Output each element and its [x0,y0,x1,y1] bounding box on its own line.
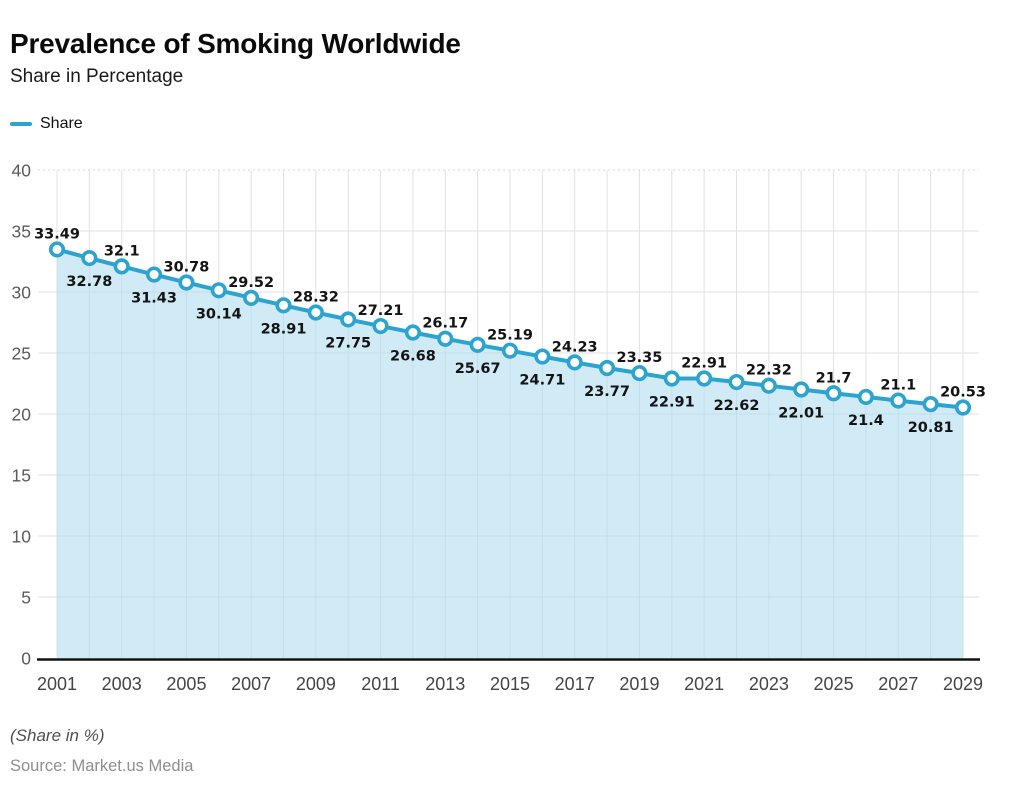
data-label: 21.4 [848,413,884,429]
data-point-2006[interactable] [210,282,227,299]
data-point-2008[interactable] [275,297,292,314]
data-label: 31.43 [131,291,177,307]
data-point-2022[interactable] [728,373,745,391]
data-point-2009[interactable] [307,304,324,321]
data-point-2004[interactable] [145,266,163,283]
x-tick-label: 2009 [296,674,336,694]
data-point-2012[interactable] [404,324,422,341]
x-tick-label: 2021 [684,674,724,694]
data-label: 28.91 [261,321,307,337]
data-label: 27.75 [325,335,371,351]
data-label: 30.78 [163,259,209,275]
data-point-2010[interactable] [340,311,357,328]
y-tick-label: 20 [12,405,32,425]
data-point-2003[interactable] [113,258,130,275]
x-tick-label: 2001 [37,674,77,694]
data-point-2007[interactable] [243,289,260,306]
data-point-2025[interactable] [825,385,842,402]
data-point-2024[interactable] [793,381,810,398]
x-tick-label: 2029 [943,674,983,694]
data-point-2027[interactable] [890,392,907,409]
x-tick-label: 2013 [425,674,465,694]
x-tick-label: 2003 [102,674,142,694]
y-tick-label: 35 [12,222,31,242]
data-point-2011[interactable] [372,317,389,335]
data-label: 32.78 [66,274,112,290]
data-point-2002[interactable] [81,249,98,267]
smoking-share-chart: 33.49 32.78 32.1 31.43 30.78 30.14 29.52 28.91 2… [12,161,986,695]
chart-subtitle: Share in Percentage [10,66,184,87]
data-label: 29.52 [228,275,274,291]
legend-line-icon [10,122,32,126]
data-label: 25.19 [487,328,533,344]
data-label: 20.81 [908,420,954,436]
x-tick-label: 2015 [490,674,530,694]
x-tick-label: 2027 [878,674,918,694]
source-credit: Source: Market.us Media [10,757,194,775]
data-label: 27.21 [358,303,404,319]
data-point-2016[interactable] [534,348,551,365]
data-label: 22.91 [681,356,727,372]
data-point-2029[interactable] [954,399,972,416]
y-tick-label: 40 [12,161,32,181]
data-point-2005[interactable] [178,274,195,291]
data-label: 30.14 [196,306,242,322]
data-point-2014[interactable] [469,336,486,353]
series-area [57,249,963,659]
data-label: 21.7 [816,370,852,386]
y-tick-label: 10 [12,527,32,547]
y-tick-label: 0 [21,649,31,669]
data-point-2017[interactable] [566,354,583,371]
y-tick-label: 25 [12,344,31,364]
data-label: 22.01 [778,405,824,421]
data-label: 21.1 [880,378,916,394]
data-label: 22.91 [649,395,695,411]
data-label: 24.23 [552,339,598,355]
data-label: 23.35 [616,350,662,366]
data-point-2015[interactable] [501,342,519,359]
y-tick-label: 15 [12,466,31,486]
data-label: 22.32 [746,363,792,379]
data-point-2026[interactable] [857,388,875,406]
y-tick-label: 5 [21,588,31,608]
y-tick-label: 30 [12,283,32,303]
x-tick-label: 2005 [166,674,206,694]
footnote: (Share in %) [10,726,105,745]
data-point-2019[interactable] [631,365,648,382]
data-label: 22.62 [714,398,760,414]
x-tick-label: 2007 [231,674,271,694]
data-label: 32.1 [104,243,140,259]
data-point-2001[interactable] [48,241,66,258]
data-point-2023[interactable] [760,377,777,394]
x-tick-label: 2019 [619,674,659,694]
data-label: 25.67 [455,361,501,377]
x-tick-label: 2011 [361,674,400,694]
legend: Share [10,115,83,133]
data-point-2028[interactable] [922,396,939,413]
data-point-2018[interactable] [598,359,616,377]
data-label: 20.53 [940,385,986,401]
x-tick-label: 2023 [749,674,789,694]
data-point-2013[interactable] [437,330,454,347]
page-title: Prevalence of Smoking Worldwide [10,27,461,59]
data-label: 24.71 [519,373,565,389]
data-label: 33.49 [34,226,80,242]
x-tick-label: 2017 [555,674,595,694]
data-label: 26.17 [422,316,468,332]
data-label: 23.77 [584,384,630,400]
legend-item-share[interactable]: Share [40,115,83,132]
data-label: 28.32 [293,290,339,306]
data-point-2021[interactable] [696,370,713,387]
data-label: 26.68 [390,349,436,365]
x-tick-label: 2025 [814,674,854,694]
data-point-2020[interactable] [663,370,680,387]
